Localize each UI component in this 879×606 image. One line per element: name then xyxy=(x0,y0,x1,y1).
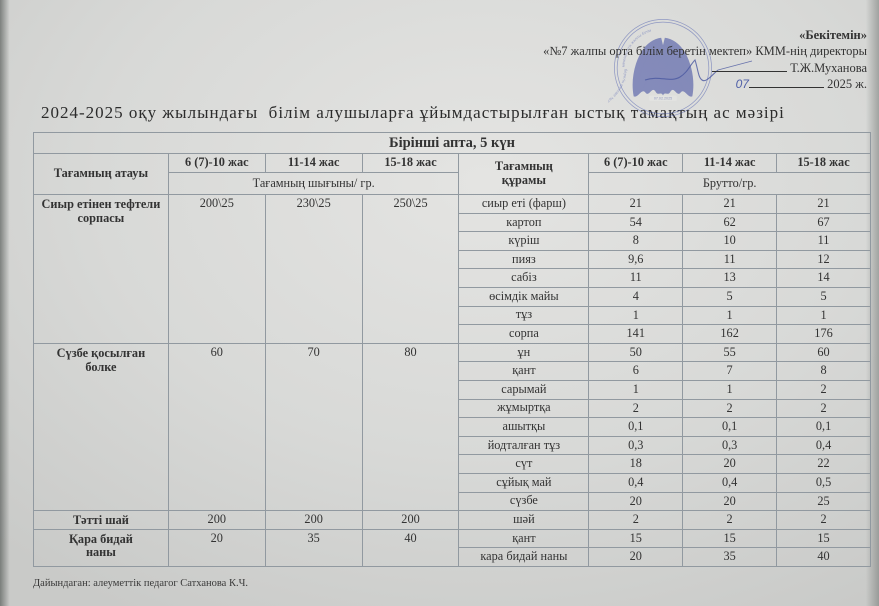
svg-text:07.02.2025: 07.02.2025 xyxy=(654,97,672,101)
